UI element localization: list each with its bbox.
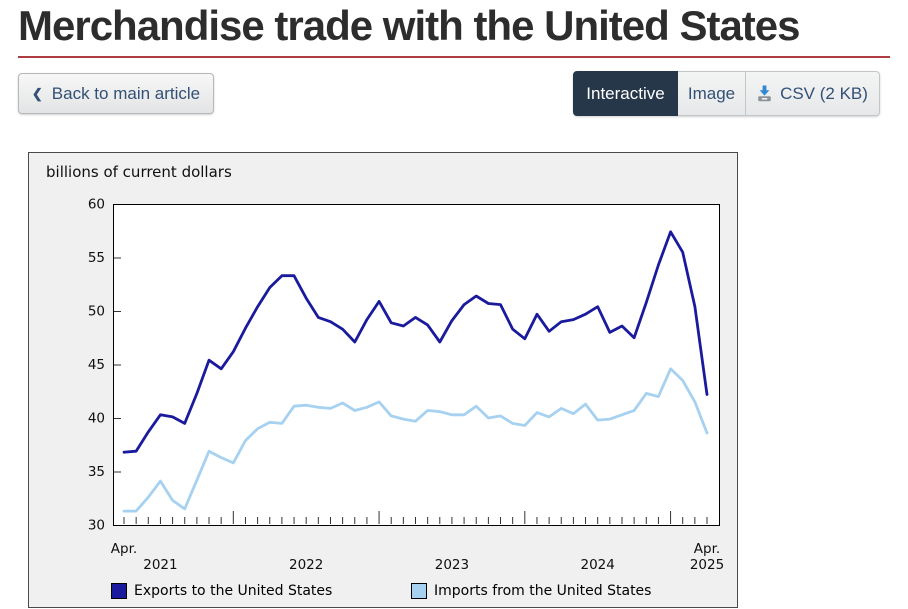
y-tick-label: 40 (88, 411, 105, 427)
y-tick-label: 50 (88, 304, 105, 320)
x-tick-label-month: Apr. (111, 541, 137, 557)
y-tick-label: 45 (88, 357, 105, 373)
legend-item-imports[interactable]: Imports from the United States (411, 583, 651, 599)
tab-interactive[interactable]: Interactive (573, 71, 678, 116)
plot-frame (113, 204, 720, 526)
tab-image-label: Image (687, 83, 736, 103)
chart-view-switcher: Interactive Image CSV (2 KB) (573, 71, 880, 116)
tab-csv-download[interactable]: CSV (2 KB) (746, 71, 880, 116)
x-tick-label-month: Apr. (694, 541, 720, 557)
exports-series-label: Exports to the United States (134, 583, 333, 599)
y-tick-label: 60 (88, 197, 105, 213)
page-title: Merchandise trade with the United States (18, 2, 801, 49)
imports-line[interactable] (122, 367, 709, 513)
y-tick-label: 35 (88, 464, 105, 480)
y-tick-label: 55 (88, 250, 105, 266)
tab-interactive-label: Interactive (586, 83, 665, 103)
tab-csv-label: CSV (2 KB) (780, 83, 868, 103)
title-divider (18, 56, 890, 58)
x-tick-label-year: 2021 (143, 557, 177, 573)
imports-series-swatch (411, 583, 427, 599)
exports-line[interactable] (122, 230, 709, 454)
back-to-article-button[interactable]: ❮ Back to main article (18, 73, 214, 114)
x-tick-label-year: 2023 (435, 557, 469, 573)
chart-figure: billions of current dollars 30 35 40 45 50 55… (28, 152, 738, 608)
chart-legend: Exports to the United States Imports fro… (29, 583, 737, 605)
chevron-left-icon: ❮ (31, 86, 43, 101)
tab-image[interactable]: Image (678, 71, 746, 116)
exports-series-swatch (111, 583, 127, 599)
back-button-label: Back to main article (51, 83, 201, 103)
imports-series-label: Imports from the United States (434, 583, 652, 599)
y-tick-label: 30 (88, 518, 105, 534)
download-icon (757, 85, 772, 102)
x-tick-label-year: 2022 (289, 557, 323, 573)
x-tick-label-year: 2025 (690, 557, 724, 573)
legend-item-exports[interactable]: Exports to the United States (111, 583, 332, 599)
chart-units-caption: billions of current dollars (46, 163, 232, 181)
chart-plot[interactable]: 30 35 40 45 50 55 60 Apr. Apr. 2021 2022 2023 2024 20… (29, 153, 737, 607)
x-tick-label-year: 2024 (581, 557, 615, 573)
